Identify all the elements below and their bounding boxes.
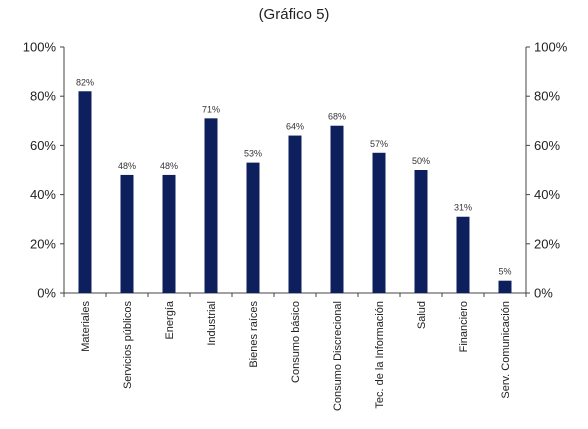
data-label: 64% — [286, 122, 304, 132]
category-label: Bienes raíces — [248, 301, 260, 368]
data-label: 82% — [76, 77, 94, 87]
category-label: Materiales — [80, 301, 92, 352]
data-label: 71% — [202, 104, 220, 114]
chart-title: (Gráfico 5) — [258, 6, 330, 23]
data-label: 48% — [160, 161, 178, 171]
data-label: 5% — [498, 267, 511, 277]
bar — [456, 216, 470, 293]
bar — [162, 174, 176, 293]
y-tick-label-right: 60% — [534, 138, 560, 153]
category-label: Servicios públicos — [122, 301, 134, 390]
y-tick-label-left: 100% — [23, 40, 57, 55]
category-label: Energía — [164, 300, 176, 339]
category-label: Consumo básico — [290, 301, 302, 383]
category-label: Industrial — [206, 301, 218, 346]
data-label: 50% — [412, 156, 430, 166]
y-tick-label-right: 40% — [534, 187, 560, 202]
y-tick-label-left: 80% — [30, 89, 56, 104]
data-label: 53% — [244, 149, 262, 159]
category-label: Consumo Discrecional — [332, 301, 344, 411]
bar — [372, 152, 386, 293]
category-label: Serv. Comunicación — [500, 301, 512, 399]
bar — [78, 91, 92, 293]
bar — [204, 118, 218, 293]
y-tick-label-left: 0% — [37, 286, 56, 301]
bar — [288, 135, 302, 293]
y-tick-label-right: 100% — [534, 40, 568, 55]
y-tick-label-left: 60% — [30, 138, 56, 153]
category-label: Financiero — [458, 301, 470, 352]
data-label: 57% — [370, 139, 388, 149]
category-label: Tec. de la Información — [374, 301, 386, 409]
bar — [498, 280, 512, 293]
bar — [120, 174, 134, 293]
data-label: 68% — [328, 112, 346, 122]
bar — [330, 125, 344, 293]
y-tick-label-left: 40% — [30, 187, 56, 202]
y-tick-label-right: 80% — [534, 89, 560, 104]
y-tick-label-right: 20% — [534, 236, 560, 251]
y-tick-label-right: 0% — [534, 286, 553, 301]
bar — [414, 170, 428, 293]
data-label: 31% — [454, 203, 472, 213]
category-label: Salud — [416, 301, 428, 329]
data-label: 48% — [118, 161, 136, 171]
y-tick-label-left: 20% — [30, 236, 56, 251]
bar — [246, 162, 260, 293]
